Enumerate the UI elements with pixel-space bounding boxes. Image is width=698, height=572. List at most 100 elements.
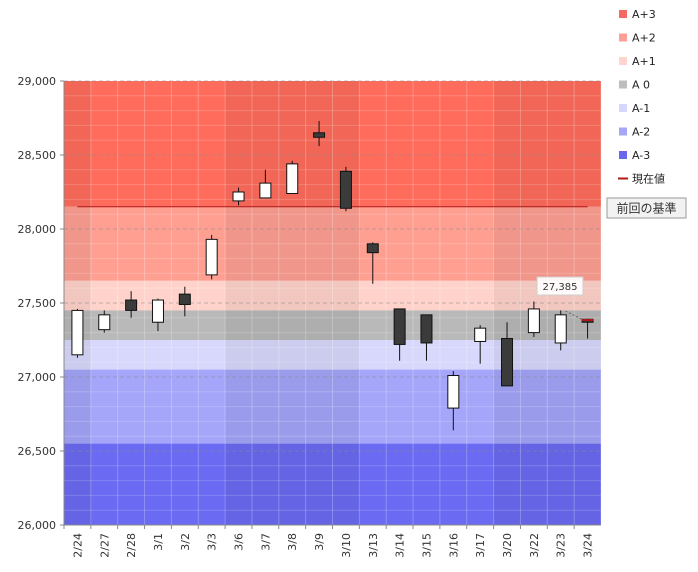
legend-label: A+2	[632, 32, 656, 45]
legend-item: 現在値	[618, 173, 665, 186]
reference-label-box	[606, 197, 687, 219]
x-tick-label: 3/8	[286, 533, 299, 551]
legend-item: A+2	[619, 32, 656, 45]
candle	[501, 322, 514, 387]
candle	[420, 314, 433, 361]
legend-swatch	[619, 57, 627, 65]
candle-layer	[71, 120, 594, 431]
x-tick-label: 3/20	[501, 533, 514, 558]
legend-swatch	[619, 104, 627, 112]
current-value-layer: 27,385	[536, 276, 594, 322]
y-tick-label: 28,500	[18, 149, 57, 162]
x-tick-label: 3/15	[420, 533, 433, 558]
candle	[125, 291, 138, 318]
legend-label: A-3	[632, 149, 650, 162]
candle	[366, 242, 379, 284]
candle-body	[393, 308, 406, 345]
x-tick-label: 3/1	[152, 533, 165, 551]
reference-label: 前回の基準	[616, 201, 676, 216]
legend-swatch	[619, 80, 627, 89]
legend-swatch	[619, 33, 627, 42]
x-tick-label: 2/24	[71, 533, 84, 558]
legend-item: A-3	[619, 149, 650, 162]
legend-label: A-2	[632, 126, 650, 139]
x-tick-label: 3/10	[340, 533, 353, 558]
legend-label: 現在値	[632, 173, 665, 186]
x-tick-label: 2/27	[98, 533, 111, 558]
candle	[447, 371, 460, 431]
candle-body	[98, 314, 111, 331]
legend-item: A-1	[619, 102, 650, 115]
candle-body	[286, 163, 299, 194]
x-tick-label: 3/9	[313, 533, 326, 551]
candle-body	[501, 338, 514, 387]
band-a-3	[64, 443, 601, 525]
candle-body	[474, 327, 487, 342]
x-tick-label: 3/2	[179, 533, 192, 551]
candle	[286, 160, 299, 194]
candle	[339, 166, 352, 212]
band-a+3	[64, 81, 601, 207]
y-tick-label: 26,000	[18, 519, 57, 532]
axis-layer: 26,000 26,500 27,000 27,500 28,000 28,500 29,0…	[18, 75, 601, 558]
legend-item: A 0	[619, 79, 650, 92]
candle-body	[313, 132, 326, 138]
y-tick-label: 28,000	[18, 223, 57, 236]
candle-body	[420, 314, 433, 344]
candle-body	[527, 308, 540, 334]
candle	[313, 120, 326, 147]
y-tick-label: 27,500	[18, 297, 57, 310]
y-tick-label: 26,500	[18, 445, 57, 458]
x-tick-label: 3/14	[394, 533, 407, 558]
legend-swatch	[619, 151, 627, 159]
band-layer	[64, 81, 601, 525]
candle-body	[259, 182, 272, 199]
candle-body	[339, 170, 352, 209]
legend-item: A-2	[619, 126, 650, 139]
legend-swatch	[619, 10, 627, 18]
candle-body	[205, 238, 218, 276]
legend-item: A+1	[619, 55, 656, 68]
candle-body	[151, 299, 164, 323]
candle	[259, 169, 272, 199]
current-value-box	[536, 276, 584, 296]
x-tick-label: 3/24	[582, 533, 595, 558]
candle-body	[447, 375, 460, 409]
legend: A+3 A+2 A+1 A 0 A-1 A-2 A-3 現在値	[618, 8, 665, 186]
candle	[474, 325, 487, 364]
candle	[393, 308, 406, 361]
legend-label: A-1	[632, 102, 650, 115]
x-tick-label: 3/13	[367, 533, 380, 558]
candle	[205, 234, 218, 280]
candle-body	[71, 309, 84, 356]
current-value-label: 27,385	[543, 282, 578, 293]
candle	[98, 310, 111, 333]
x-tick-label: 3/7	[259, 533, 272, 551]
grid-layer	[63, 80, 602, 526]
y-tick-label: 27,000	[18, 371, 57, 384]
candle	[232, 187, 245, 206]
candle-body	[232, 191, 245, 202]
candle	[527, 301, 540, 338]
x-tick-label: 3/6	[233, 533, 246, 551]
legend-swatch	[619, 127, 627, 136]
candle	[554, 310, 567, 351]
reference-line-layer: 前回の基準	[77, 197, 687, 219]
x-tick-label: 3/22	[528, 533, 541, 558]
x-tick-label: 3/3	[206, 533, 219, 551]
current-value-leader	[565, 310, 582, 320]
band-a+2	[64, 206, 601, 281]
candle-body	[554, 314, 567, 344]
x-tick-label: 3/17	[474, 533, 487, 558]
candle-body	[178, 293, 191, 305]
x-tick-label: 3/23	[555, 533, 568, 558]
x-tick-label: 2/28	[125, 533, 138, 558]
legend-label: A+1	[632, 55, 656, 68]
candle	[178, 286, 191, 317]
candle-body	[366, 243, 379, 254]
candle	[71, 308, 84, 358]
legend-label: A 0	[632, 79, 650, 92]
legend-label: A+3	[632, 8, 656, 21]
x-tick-label: 3/16	[447, 533, 460, 558]
